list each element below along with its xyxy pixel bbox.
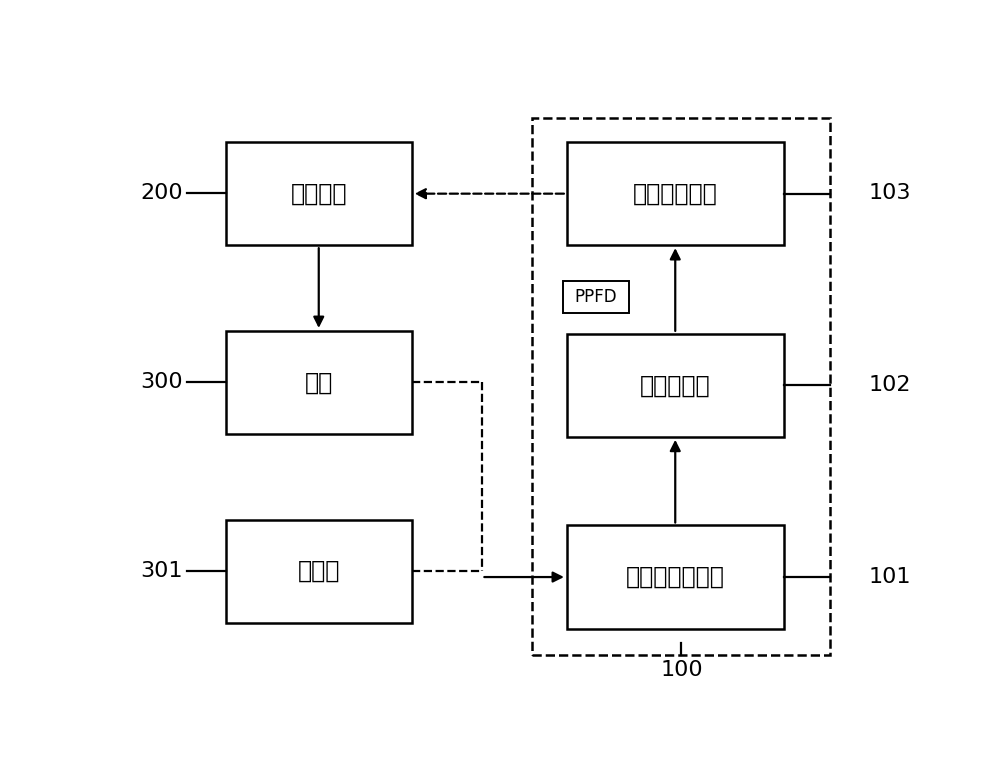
Text: 300: 300 xyxy=(140,372,183,392)
Text: 灯具: 灯具 xyxy=(305,371,333,394)
Text: 200: 200 xyxy=(140,183,183,203)
Text: PPFD: PPFD xyxy=(574,288,617,306)
Bar xyxy=(563,280,629,313)
Text: 101: 101 xyxy=(869,567,912,587)
Bar xyxy=(226,519,412,623)
Text: 微控制单元: 微控制单元 xyxy=(640,373,711,398)
Bar xyxy=(567,525,784,629)
Text: 控制中心: 控制中心 xyxy=(290,182,347,205)
Text: 102: 102 xyxy=(869,375,912,395)
Text: 可见光感光单元: 可见光感光单元 xyxy=(626,565,725,589)
Bar xyxy=(532,119,830,655)
Bar xyxy=(226,331,412,434)
Bar xyxy=(226,142,412,245)
Text: 太阳光: 太阳光 xyxy=(298,559,340,583)
Bar xyxy=(567,334,784,437)
Text: 100: 100 xyxy=(660,660,703,680)
Text: 301: 301 xyxy=(141,561,183,581)
Text: 无线传输单元: 无线传输单元 xyxy=(633,182,718,205)
Text: 103: 103 xyxy=(869,183,912,203)
Bar xyxy=(567,142,784,245)
